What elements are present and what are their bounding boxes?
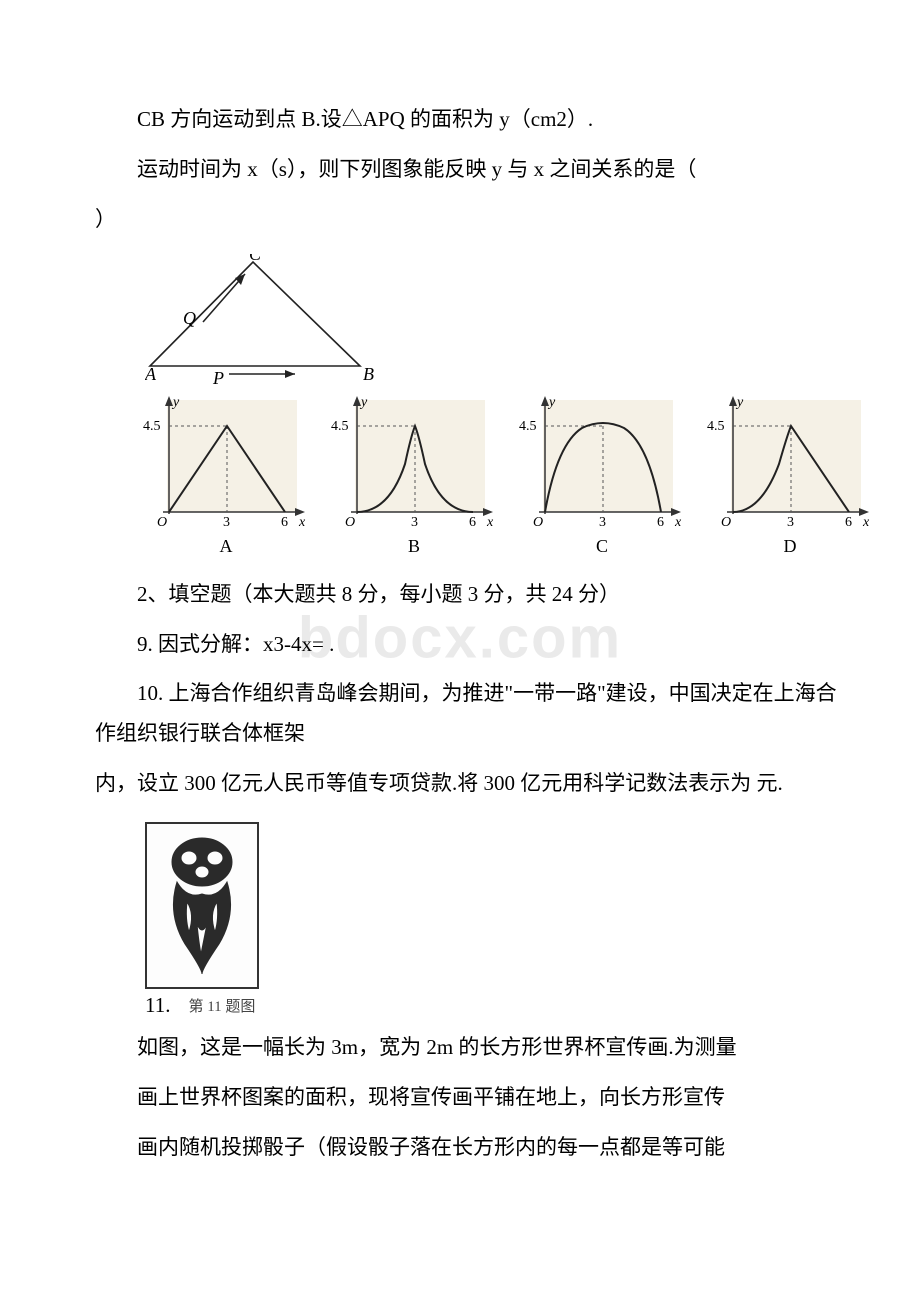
svg-text:3: 3: [223, 515, 230, 530]
svg-text:6: 6: [845, 515, 852, 530]
svg-text:3: 3: [599, 515, 606, 530]
svg-text:O: O: [721, 515, 731, 530]
graph-label: A: [220, 536, 233, 556]
svg-text:x: x: [486, 515, 494, 530]
svg-text:x: x: [298, 515, 306, 530]
graph-label: D: [784, 536, 797, 556]
graph-option-c: 4.5 O 3 6 x y C: [517, 394, 687, 557]
body-text: ）: [95, 200, 845, 240]
svg-text:C: C: [249, 254, 262, 264]
question-11a: 如图，这是一幅长为 3m，宽为 2m 的长方形世界杯宣传画.为测量: [95, 1028, 845, 1068]
question-9: 9. 因式分解：x3-4x= .: [95, 625, 845, 665]
question-10a: 10. 上海合作组织青岛峰会期间，为推进"一带一路"建设，中国决定在上海合作组织…: [95, 674, 845, 754]
svg-text:O: O: [345, 515, 355, 530]
svg-text:6: 6: [469, 515, 476, 530]
svg-text:x: x: [674, 515, 682, 530]
figure-caption: 第 11 题图: [188, 995, 255, 1016]
graph-options-row: 4.5 O 3 6 x y A 4.5: [141, 394, 845, 557]
question-11-number: 11.: [145, 993, 170, 1018]
graph-option-b: 4.5 O 3 6 x y B: [329, 394, 499, 557]
svg-text:O: O: [533, 515, 543, 530]
figure-triangle: A B C Q P: [145, 254, 385, 384]
svg-text:P: P: [212, 368, 224, 384]
svg-text:O: O: [157, 515, 167, 530]
svg-text:3: 3: [411, 515, 418, 530]
svg-text:4.5: 4.5: [331, 419, 349, 434]
graph-label: B: [408, 536, 420, 556]
svg-text:6: 6: [281, 515, 288, 530]
question-11b: 画上世界杯图案的面积，现将宣传画平铺在地上，向长方形宣传: [95, 1078, 845, 1118]
svg-text:Q: Q: [183, 308, 196, 328]
svg-text:B: B: [363, 364, 374, 384]
svg-text:6: 6: [657, 515, 664, 530]
svg-text:y: y: [359, 395, 368, 410]
question-10b: 内，设立 300 亿元人民币等值专项贷款.将 300 亿元用科学记数法表示为 元…: [95, 764, 845, 804]
svg-text:3: 3: [787, 515, 794, 530]
body-text: 运动时间为 x（s），则下列图象能反映 y 与 x 之间关系的是（: [95, 150, 845, 190]
svg-text:A: A: [145, 364, 157, 384]
svg-text:4.5: 4.5: [519, 419, 537, 434]
svg-text:4.5: 4.5: [143, 419, 161, 434]
body-text: CB 方向运动到点 B.设△APQ 的面积为 y（cm2）.: [95, 100, 845, 140]
triangle-svg: A B C Q P: [145, 254, 385, 384]
svg-text:y: y: [735, 395, 744, 410]
svg-text:y: y: [171, 395, 180, 410]
svg-text:4.5: 4.5: [707, 419, 725, 434]
svg-text:y: y: [547, 395, 556, 410]
graph-label: C: [596, 536, 608, 556]
graph-option-a: 4.5 O 3 6 x y A: [141, 394, 311, 557]
question-11c: 画内随机投掷骰子（假设骰子落在长方形内的每一点都是等可能: [95, 1128, 845, 1168]
figure-world-cup: [145, 822, 259, 989]
graph-option-d: 4.5 O 3 6 x y D: [705, 394, 875, 557]
section-heading: 2、填空题（本大题共 8 分，每小题 3 分，共 24 分）: [95, 575, 845, 615]
svg-text:x: x: [862, 515, 870, 530]
